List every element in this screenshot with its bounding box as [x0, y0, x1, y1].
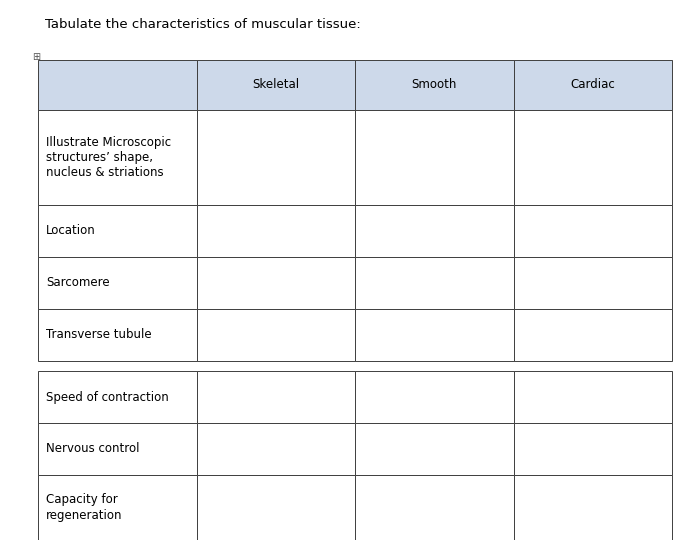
Bar	[355, 257, 514, 309]
Bar	[197, 309, 355, 361]
Bar	[514, 475, 672, 540]
Text: Skeletal: Skeletal	[252, 78, 299, 91]
Bar	[38, 371, 197, 423]
Bar	[38, 205, 197, 257]
Bar	[355, 475, 514, 540]
Text: Smooth: Smooth	[412, 78, 457, 91]
Bar	[355, 110, 514, 205]
Bar	[197, 110, 355, 205]
Bar	[38, 110, 197, 205]
Bar	[355, 60, 514, 110]
Bar	[38, 60, 197, 110]
Bar	[355, 423, 514, 475]
Text: Nervous control: Nervous control	[46, 442, 140, 456]
Bar	[197, 475, 355, 540]
Text: ⊞: ⊞	[32, 52, 40, 62]
Text: Capacity for
regeneration: Capacity for regeneration	[46, 494, 123, 522]
Text: Illustrate Microscopic
structures’ shape,
nucleus & striations: Illustrate Microscopic structures’ shape…	[46, 136, 171, 179]
Text: Transverse tubule: Transverse tubule	[46, 328, 151, 341]
Text: Cardiac: Cardiac	[570, 78, 615, 91]
Bar	[514, 423, 672, 475]
Bar	[38, 423, 197, 475]
Text: Tabulate the characteristics of muscular tissue:: Tabulate the characteristics of muscular…	[45, 18, 361, 31]
Text: Location: Location	[46, 225, 96, 238]
Bar	[38, 309, 197, 361]
Bar	[38, 475, 197, 540]
Bar	[38, 257, 197, 309]
Bar	[197, 257, 355, 309]
Bar	[514, 110, 672, 205]
Bar	[514, 371, 672, 423]
Bar	[355, 371, 514, 423]
Text: Sarcomere: Sarcomere	[46, 276, 110, 289]
Bar	[514, 309, 672, 361]
Bar	[355, 309, 514, 361]
Bar	[355, 205, 514, 257]
Bar	[197, 371, 355, 423]
Bar	[514, 205, 672, 257]
Text: Speed of contraction: Speed of contraction	[46, 390, 169, 403]
Bar	[197, 205, 355, 257]
Bar	[514, 60, 672, 110]
Bar	[197, 423, 355, 475]
Bar	[197, 60, 355, 110]
Bar	[514, 257, 672, 309]
